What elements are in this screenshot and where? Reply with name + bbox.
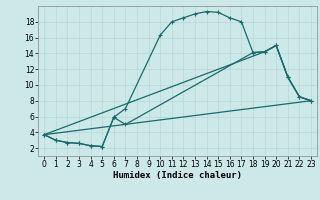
X-axis label: Humidex (Indice chaleur): Humidex (Indice chaleur) [113,171,242,180]
